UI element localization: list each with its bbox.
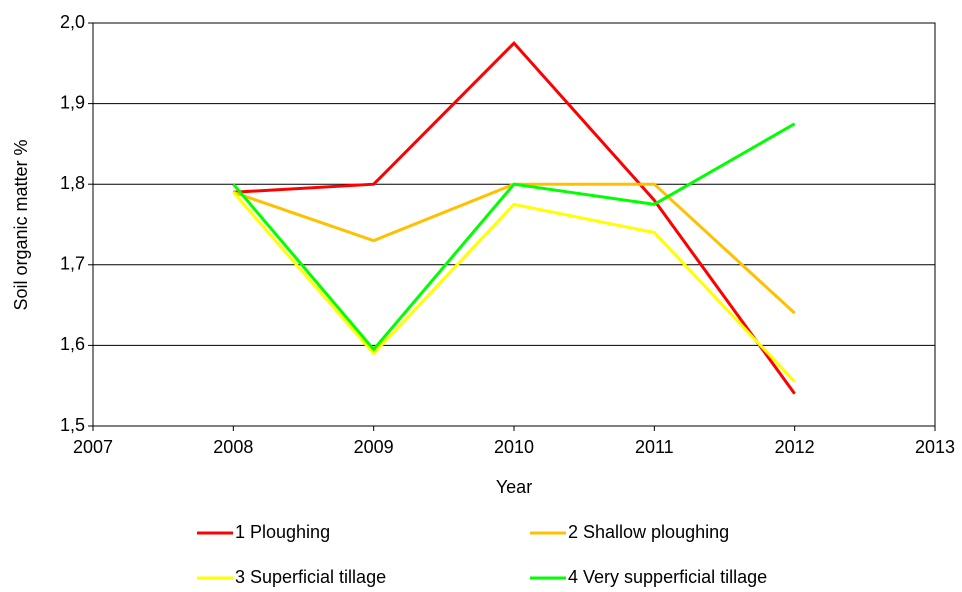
y-axis-label: Soil organic matter %: [11, 139, 31, 310]
legend-label: 3 Superficial tillage: [235, 567, 386, 587]
y-tick-label: 2,0: [60, 12, 85, 32]
x-tick-label: 2010: [494, 437, 534, 457]
x-tick-label: 2011: [635, 437, 674, 457]
plot-frame: [92, 22, 936, 427]
y-tick-label: 1,5: [60, 415, 85, 435]
series-line: [233, 40, 796, 395]
x-tick-label: 2013: [915, 437, 955, 457]
x-tick-label: 2008: [213, 437, 253, 457]
y-tick-label: 1,6: [60, 334, 85, 354]
y-tick-label: 1,7: [60, 254, 85, 274]
x-tick-label: 2012: [775, 437, 815, 457]
y-tick-label: 1,8: [60, 173, 85, 193]
legend-label: 4 Very supperficial tillage: [568, 567, 767, 587]
x-tick-label: 2009: [354, 437, 394, 457]
legend-label: 1 Ploughing: [235, 522, 330, 542]
y-tick-label: 1,9: [60, 92, 85, 112]
series-line: [232, 191, 796, 383]
series-line: [232, 122, 796, 352]
x-tick-label: 2007: [73, 437, 113, 457]
x-axis-label: Year: [496, 477, 532, 497]
legend-label: 2 Shallow ploughing: [568, 522, 729, 542]
